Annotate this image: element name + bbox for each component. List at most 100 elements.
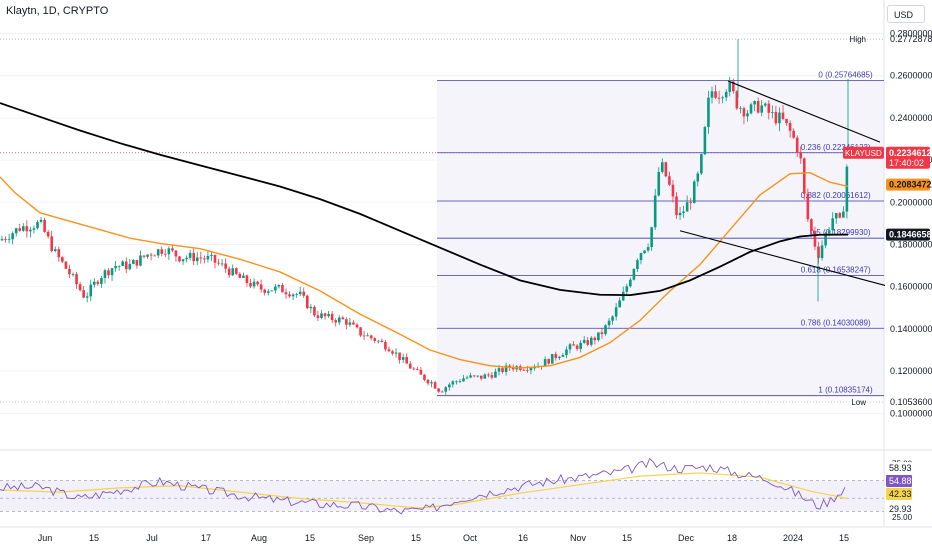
fib-level-label: 0.786 (0.14030089) (801, 318, 871, 327)
candle-body (824, 233, 827, 246)
candle-body (345, 319, 348, 325)
candle-body (36, 221, 39, 229)
candle-body (565, 349, 568, 356)
candle-body (543, 359, 547, 367)
candle-body (497, 368, 501, 372)
candle-body (785, 118, 788, 124)
low-label: Low (851, 398, 866, 407)
candle-body (696, 173, 700, 182)
candle-body (380, 340, 384, 343)
candle-body (703, 127, 707, 155)
candle-body (412, 368, 416, 370)
candle-body (210, 254, 213, 256)
candle-body (732, 81, 735, 92)
time-tick-label: Jun (38, 533, 53, 543)
price-tick-label: 0.10000000 (890, 408, 932, 418)
candle-body (281, 284, 284, 293)
candle-body (671, 184, 675, 197)
candle-body (611, 316, 614, 321)
candle-body (50, 236, 53, 252)
candle-body (533, 367, 536, 369)
candle-body (369, 335, 373, 339)
candle-body (451, 381, 455, 385)
candle-body (359, 327, 362, 336)
candle-body (643, 250, 646, 254)
time-tick-label: 15 (622, 533, 632, 543)
candle-body (71, 274, 75, 275)
time-axis[interactable]: Jun 15 Jul 17 Aug 15 Sep 15 Oct 16 Nov 15 Dec 18 2024 1… (38, 533, 849, 543)
candle-body (710, 91, 714, 98)
candle-body (25, 226, 29, 232)
candle-body (678, 212, 682, 216)
fib-level-label: 0.382 (0.20061612) (801, 191, 871, 200)
candle-body (572, 344, 575, 346)
candle-body (639, 253, 643, 261)
candle-body (142, 255, 146, 257)
candle-body (32, 228, 36, 230)
candle-body (504, 365, 508, 373)
candle-body (252, 281, 256, 287)
time-tick-label: 2024 (783, 533, 803, 543)
currency-button[interactable]: USD (887, 5, 925, 23)
candle-body (714, 91, 717, 98)
candle-body (174, 250, 178, 257)
candle-body (735, 91, 739, 109)
candle-body (831, 218, 834, 231)
candle-body (85, 296, 89, 298)
candle-body (469, 375, 472, 378)
lower-trendline (679, 230, 886, 286)
candle-body (373, 338, 377, 341)
candle-body (604, 325, 607, 335)
ma-50-line (0, 172, 849, 369)
candle-body (547, 359, 550, 364)
candle-body (607, 320, 611, 326)
candle-body (817, 246, 820, 259)
candle-body (107, 270, 110, 276)
candle-body (366, 335, 369, 337)
candle-body (707, 97, 710, 128)
candle-body (664, 162, 668, 177)
candle-body (561, 355, 565, 357)
candle-body (668, 176, 671, 185)
candle-body (618, 300, 621, 308)
time-tick-label: 16 (518, 533, 528, 543)
price-axis[interactable]: 0.280000000.260000000.240000000.22000000… (843, 28, 932, 418)
ema-200-badge (886, 228, 930, 241)
ema-200-value: 0.18466581 (889, 230, 932, 240)
last-price-badge (886, 146, 930, 169)
candle-body (739, 108, 742, 110)
candle-body (195, 257, 199, 262)
candle-body (767, 103, 771, 113)
time-tick-label: 17 (201, 533, 211, 543)
time-tick-label: Jul (146, 533, 158, 543)
candle-body (57, 249, 61, 258)
candle-body (139, 255, 142, 266)
candle-body (398, 352, 401, 360)
candle-body (550, 354, 554, 364)
candle-body (593, 337, 597, 341)
rsi-badge (886, 475, 912, 487)
candle-body (590, 337, 593, 345)
moving-averages (0, 102, 849, 369)
candle-body (625, 286, 629, 292)
candle-body (746, 113, 749, 117)
candle-body (135, 260, 139, 266)
candle-body (803, 158, 806, 194)
candle-body (834, 213, 838, 219)
countdown-label: 17:40:02 (889, 158, 924, 168)
candle-body (526, 369, 529, 371)
rsi-badge (886, 462, 912, 474)
candle-body (842, 211, 845, 218)
candle-body (132, 260, 135, 264)
candle-body (582, 340, 586, 343)
candle-body (235, 268, 238, 274)
candle-body (472, 375, 476, 377)
candle-body (270, 290, 274, 292)
candle-body (778, 112, 781, 124)
candle-body (479, 375, 483, 379)
candle-body (636, 260, 639, 270)
candles (0, 39, 849, 395)
candle-body (39, 219, 43, 222)
candle-body (274, 286, 277, 291)
